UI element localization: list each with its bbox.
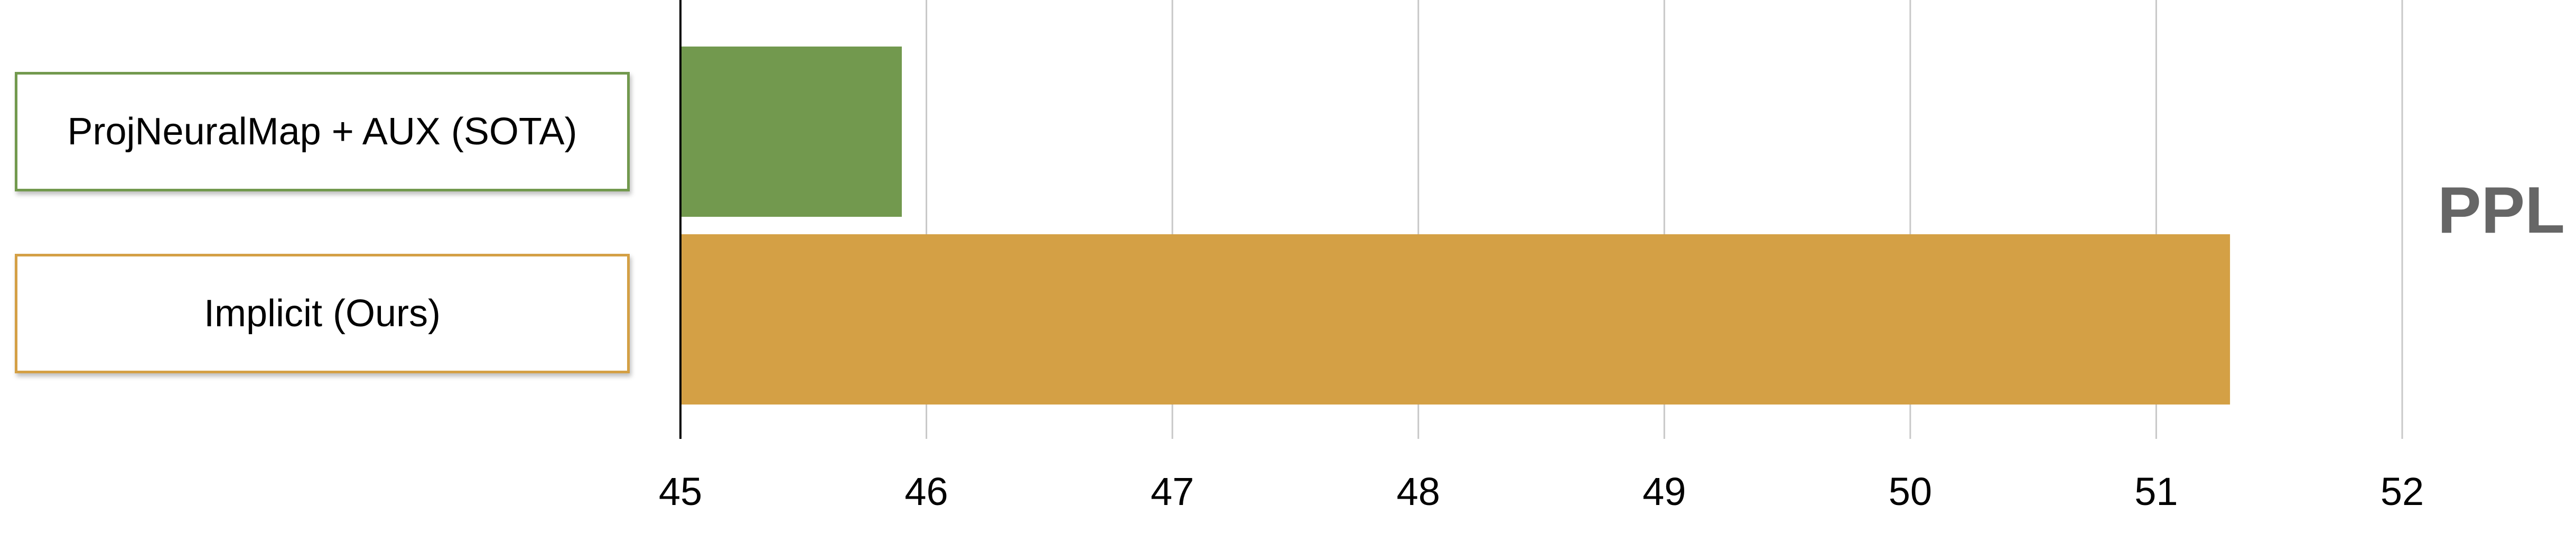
x-tick-label: 50 xyxy=(1889,470,1932,513)
x-tick-label: 48 xyxy=(1397,470,1440,513)
bar-2 xyxy=(682,234,2230,405)
metric-label: PPL xyxy=(2438,174,2565,247)
category-label-box: Implicit (Ours) xyxy=(15,254,630,373)
bars xyxy=(682,47,2230,405)
grid-lines xyxy=(926,0,2403,439)
x-tick-label: 45 xyxy=(659,470,702,513)
x-tick-label: 46 xyxy=(904,470,948,513)
x-tick-label: 51 xyxy=(2134,470,2178,513)
bar-1 xyxy=(682,47,902,217)
x-tick-label: 49 xyxy=(1642,470,1686,513)
category-label-box: ProjNeuralMap + AUX (SOTA) xyxy=(15,72,630,191)
x-tick-label: 52 xyxy=(2381,470,2424,513)
category-label: ProjNeuralMap + AUX (SOTA) xyxy=(67,111,577,153)
x-tick-labels: 45 46 47 48 49 50 51 52 xyxy=(659,470,2424,513)
category-label: Implicit (Ours) xyxy=(204,292,441,335)
x-tick-label: 47 xyxy=(1151,470,1194,513)
